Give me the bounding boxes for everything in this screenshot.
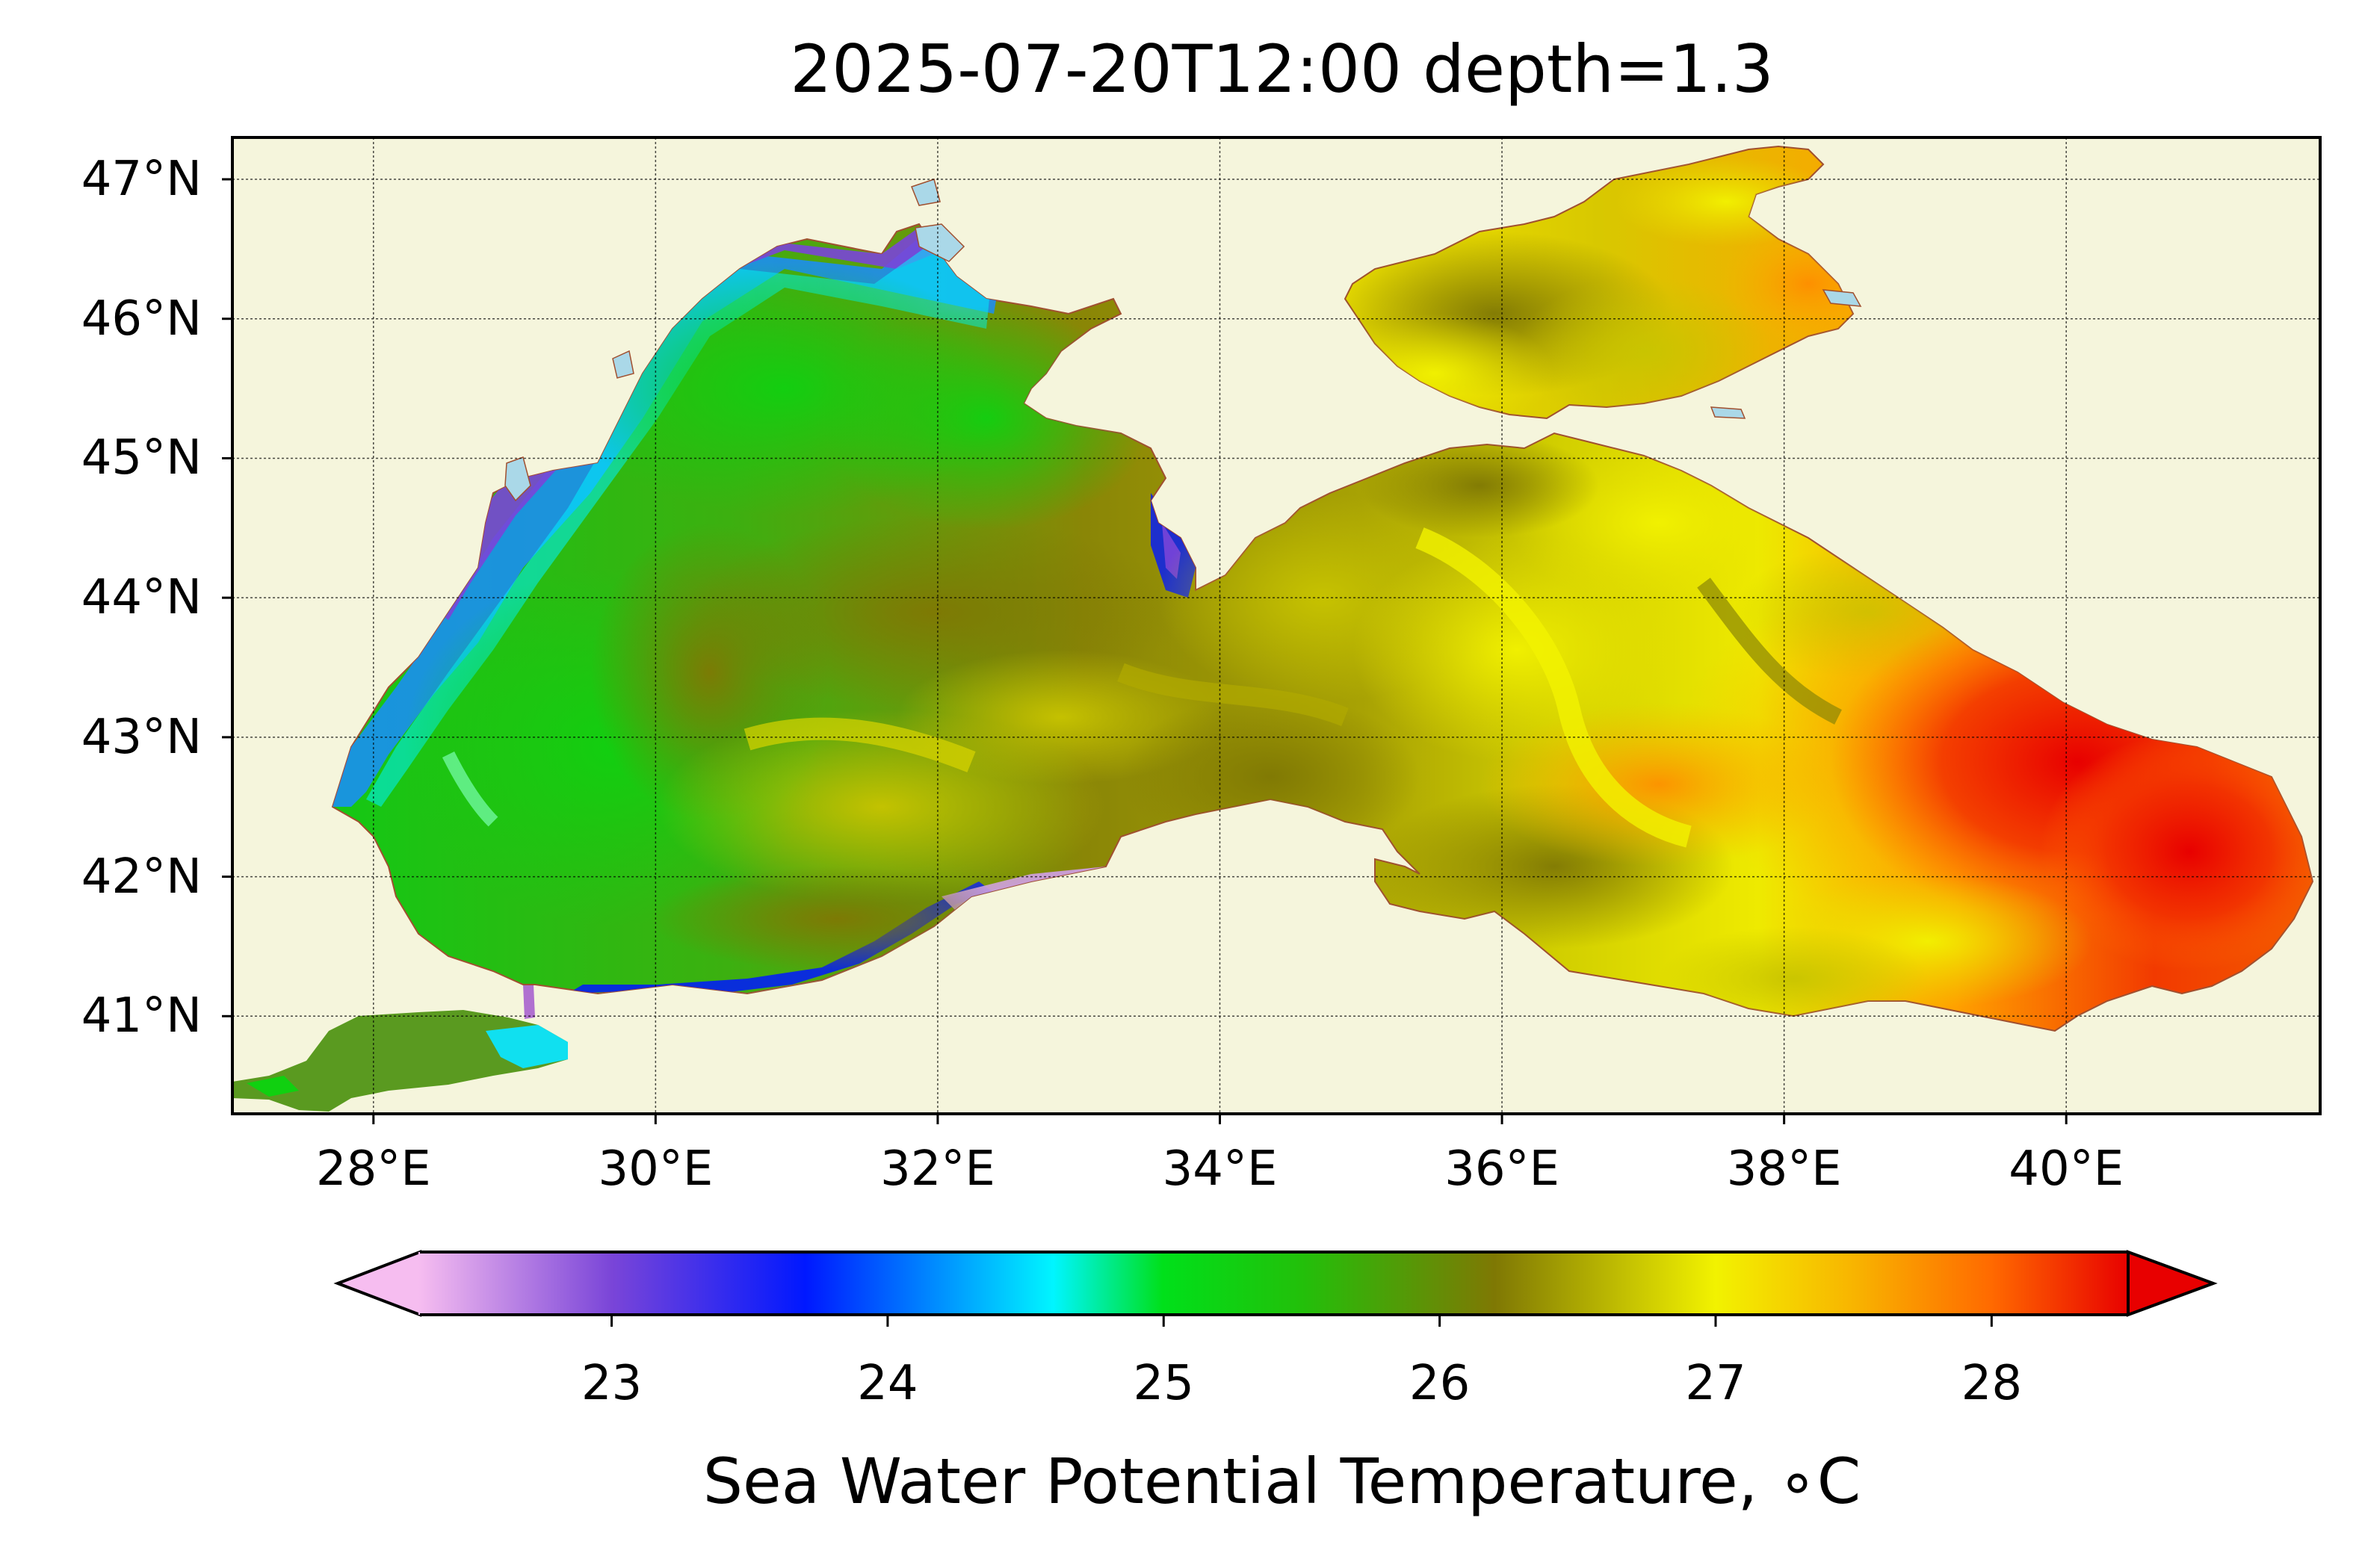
colorbar-tick-label-3: 26 (1409, 1356, 1471, 1411)
colorbar-tick-label-1: 24 (857, 1356, 918, 1411)
colorbar-gradient (418, 1252, 2130, 1315)
colorbar-tick-label-5: 28 (1961, 1356, 2023, 1411)
black-sea (331, 223, 2314, 1032)
y-tick-label-3: 44°N (81, 570, 202, 626)
lagoons (504, 179, 1862, 502)
y-tick-label-6: 41°N (81, 988, 202, 1044)
y-tick-label-5: 42°N (81, 849, 202, 905)
colorbar-tick-label-0: 23 (581, 1356, 643, 1411)
x-tick-label-5: 38°E (1726, 1141, 1842, 1197)
colorbar-extend-high (2127, 1250, 2218, 1317)
colorbar (333, 1250, 2218, 1327)
x-tick-label-6: 40°E (2009, 1141, 2124, 1197)
map-frame (231, 136, 2322, 1115)
y-tick-label-1: 46°N (81, 291, 202, 347)
axis-ticks (222, 178, 2068, 1124)
y-tick-label-0: 47°N (81, 152, 202, 207)
y-tick-label-2: 45°N (81, 430, 202, 486)
y-tick-label-4: 43°N (81, 709, 202, 765)
bosphorus (523, 985, 535, 1019)
x-tick-label-0: 28°E (315, 1141, 431, 1197)
x-tick-label-2: 32°E (879, 1141, 995, 1197)
colorbar-extend-low (333, 1250, 421, 1317)
grid-lines (232, 137, 2320, 1114)
x-tick-label-1: 30°E (598, 1141, 714, 1197)
colorbar-label: Sea Water Potential Temperature, ∘C (702, 1445, 1861, 1518)
colorbar-tick-label-2: 25 (1133, 1356, 1194, 1411)
x-tick-label-3: 34°E (1162, 1141, 1278, 1197)
map-title: 2025-07-20T12:00 depth=1.3 (790, 31, 1774, 108)
colorbar-tick-label-4: 27 (1685, 1356, 1746, 1411)
x-tick-label-4: 36°E (1444, 1141, 1559, 1197)
marmara-sea (232, 1010, 568, 1112)
